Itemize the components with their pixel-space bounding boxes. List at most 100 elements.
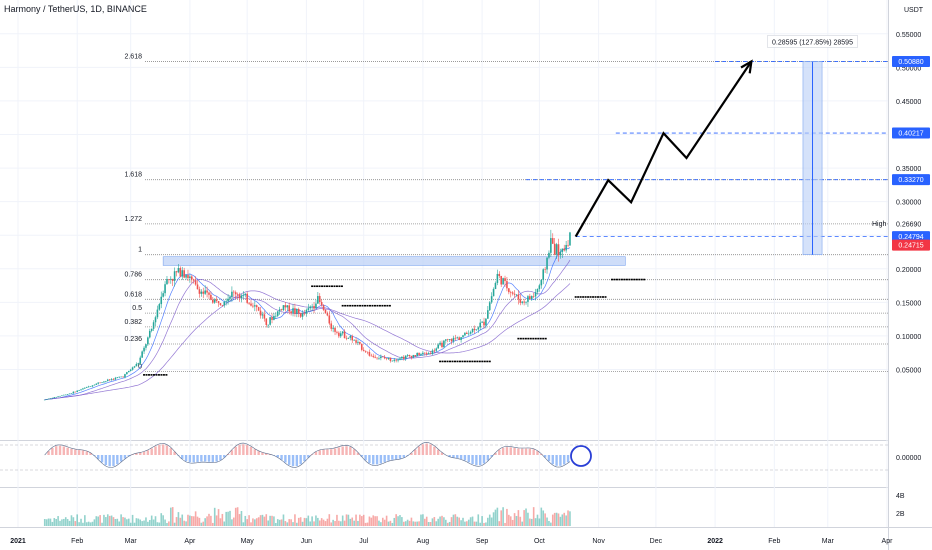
sar-dot — [466, 360, 469, 363]
volume-bar — [212, 522, 214, 526]
candle-body — [85, 386, 88, 388]
candle-body — [187, 274, 189, 279]
volume-bar — [395, 514, 397, 526]
candle-body — [105, 381, 107, 382]
sar-dot — [574, 296, 577, 298]
time-tick-label: Jun — [301, 538, 312, 545]
volume-bar — [490, 517, 493, 526]
candle-body — [223, 301, 226, 306]
candle-body — [238, 294, 241, 299]
volume-bar — [410, 517, 413, 526]
volume-bar — [171, 507, 174, 526]
candle-body — [296, 309, 298, 314]
candle-body — [196, 284, 199, 290]
candle-body — [324, 309, 327, 314]
candle-body — [429, 353, 432, 354]
oscillator-histogram-bar — [448, 455, 451, 457]
volume-bar — [137, 518, 140, 526]
volume-bar — [87, 521, 90, 526]
oscillator-histogram-bar — [394, 455, 398, 460]
time-tick-label: Feb — [71, 538, 83, 545]
candle-body — [437, 344, 439, 349]
candle-body — [431, 350, 434, 354]
volume-bar — [95, 516, 98, 526]
sar-dot — [519, 337, 522, 340]
volume-bar — [269, 515, 271, 526]
volume-bar — [229, 510, 231, 526]
candle-body — [301, 313, 304, 317]
sar-dot — [529, 337, 532, 340]
candle-body — [424, 352, 426, 354]
price-label: 0.24794 — [892, 231, 930, 243]
candle-body — [189, 276, 191, 279]
candle-body — [385, 358, 388, 359]
oscillator-histogram-bar — [268, 454, 272, 455]
candle-body — [404, 355, 407, 359]
volume-bar — [454, 514, 457, 526]
sar-dot — [449, 360, 452, 363]
volume-bar — [72, 517, 75, 526]
sar-dot — [613, 278, 616, 281]
candle-body — [154, 317, 157, 323]
volume-bar — [179, 517, 182, 526]
price-label-text: 0.26690 — [896, 221, 921, 228]
oscillator-histogram-bar — [566, 455, 570, 463]
candle-body — [64, 394, 67, 396]
candle-body — [509, 292, 512, 293]
oscillator-histogram-bar — [501, 447, 505, 455]
volume-bar — [548, 521, 550, 526]
candle-body — [129, 369, 132, 371]
volume-bar — [383, 519, 386, 526]
sar-dot — [364, 304, 367, 307]
candle-body — [112, 379, 115, 380]
candle-body — [525, 301, 527, 303]
currency-label: USDT — [904, 7, 924, 14]
sar-dot — [335, 285, 338, 288]
candle-body — [397, 359, 399, 361]
candle-body — [259, 310, 262, 316]
volume-bar — [233, 517, 235, 526]
volume-bar — [265, 514, 268, 526]
oscillator-histogram-bar — [433, 446, 436, 455]
fib-level-label: 2.618 — [124, 53, 142, 60]
candle-body — [416, 352, 418, 357]
candle-body — [383, 356, 386, 359]
volume-bar — [252, 518, 254, 526]
oscillator-histogram-bar — [276, 455, 279, 458]
volume-bar — [255, 518, 258, 526]
volume-bar — [74, 521, 77, 526]
time-tick-label: May — [241, 538, 255, 545]
sar-dot — [150, 374, 153, 376]
oscillator-histogram-bar — [192, 455, 195, 463]
sar-dot — [330, 285, 333, 288]
volume-bar — [540, 507, 543, 526]
volume-bar — [557, 513, 560, 526]
volume-bar — [502, 507, 504, 526]
volume-bar — [240, 510, 243, 526]
sar-dot — [589, 296, 592, 298]
sar-dot — [532, 337, 535, 340]
price-label-text: 0.33270 — [898, 177, 923, 184]
candle-body — [202, 291, 205, 294]
sar-dot — [349, 304, 352, 307]
candle-body — [339, 333, 342, 337]
volume-bar — [301, 521, 304, 526]
volume-bar — [200, 522, 203, 526]
sar-dot — [148, 374, 151, 376]
candle-body — [257, 307, 260, 311]
volume-bar — [133, 522, 136, 526]
moving-average-line — [44, 259, 571, 401]
oscillator-histogram-bar — [97, 455, 100, 460]
volume-bar — [85, 522, 88, 526]
volume-bar — [412, 521, 415, 526]
volume-bar — [286, 522, 289, 526]
price-label-badge — [892, 239, 930, 251]
candle-body — [61, 395, 63, 397]
candle-body — [200, 291, 203, 294]
sar-dot — [439, 360, 442, 363]
volume-bar — [429, 522, 432, 526]
sar-dot — [601, 296, 604, 298]
volume-bar — [120, 514, 122, 526]
volume-bar — [63, 518, 65, 526]
